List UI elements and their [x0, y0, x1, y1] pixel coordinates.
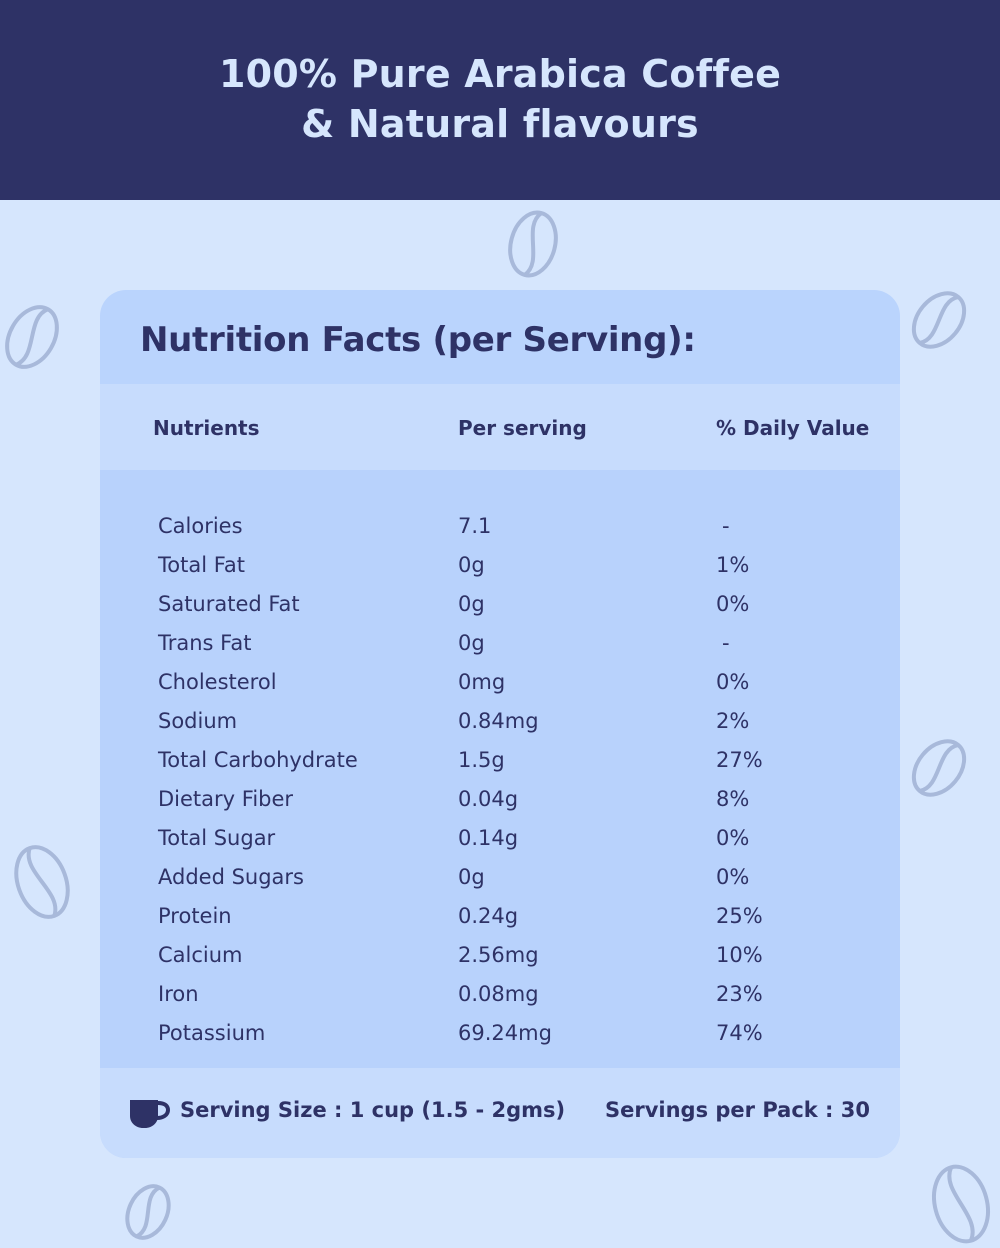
daily-value: 10%: [716, 943, 763, 967]
table-row: Calories 7.1 -: [100, 507, 900, 546]
coffee-cup-icon: [128, 1096, 171, 1134]
daily-value: 1%: [716, 553, 750, 577]
headline-line-2: & Natural flavours: [301, 102, 699, 146]
table-row: Potassium 69.24mg 74%: [100, 1014, 900, 1053]
per-serving-value: 1.5g: [458, 748, 505, 772]
coffee-bean-icon: [922, 1160, 1000, 1248]
nutrient-name: Sodium: [158, 709, 238, 733]
table-row: Sodium 0.84mg 2%: [100, 702, 900, 741]
per-serving-value: 0mg: [458, 670, 506, 694]
nutrient-name: Total Fat: [158, 553, 245, 577]
column-header-nutrients: Nutrients: [153, 416, 260, 440]
nutrient-name: Protein: [158, 904, 232, 928]
coffee-bean-icon: [118, 1182, 178, 1242]
nutrient-name: Total Sugar: [158, 826, 276, 850]
daily-value: -: [722, 631, 730, 655]
daily-value: 0%: [716, 670, 750, 694]
per-serving-value: 69.24mg: [458, 1021, 552, 1045]
column-header-row: Nutrients Per serving % Daily Value: [100, 384, 900, 470]
coffee-bean-icon: [904, 286, 974, 354]
daily-value: -: [722, 514, 730, 538]
table-row: Total Fat 0g 1%: [100, 546, 900, 585]
daily-value: 0%: [716, 865, 750, 889]
header-banner: 100% Pure Arabica Coffee & Natural flavo…: [0, 0, 1000, 200]
nutrition-card: Nutrition Facts (per Serving): Nutrients…: [100, 290, 900, 1158]
nutrient-name: Total Carbohydrate: [158, 748, 358, 772]
table-row: Total Sugar 0.14g 0%: [100, 819, 900, 858]
table-row: Cholesterol 0mg 0%: [100, 663, 900, 702]
nutrient-name: Calcium: [158, 943, 243, 967]
table-row: Total Carbohydrate 1.5g 27%: [100, 741, 900, 780]
coffee-bean-icon: [4, 840, 80, 924]
table-row: Calcium 2.56mg 10%: [100, 936, 900, 975]
nutrient-name: Iron: [158, 982, 199, 1006]
nutrient-name: Trans Fat: [158, 631, 252, 655]
per-serving-value: 7.1: [458, 514, 492, 538]
daily-value: 8%: [716, 787, 750, 811]
daily-value: 23%: [716, 982, 763, 1006]
daily-value: 2%: [716, 709, 750, 733]
per-serving-value: 0.04g: [458, 787, 519, 811]
per-serving-value: 0.14g: [458, 826, 519, 850]
table-row: Protein 0.24g 25%: [100, 897, 900, 936]
column-header-daily-value: % Daily Value: [716, 416, 870, 440]
per-serving-value: 0.84mg: [458, 709, 539, 733]
per-serving-value: 0g: [458, 865, 485, 889]
nutrient-name: Cholesterol: [158, 670, 277, 694]
per-serving-value: 2.56mg: [458, 943, 539, 967]
servings-per-pack-text: Servings per Pack : 30: [604, 1098, 870, 1122]
table-row: Iron 0.08mg 23%: [100, 975, 900, 1014]
coffee-bean-icon: [504, 208, 562, 280]
nutrient-name: Dietary Fiber: [158, 787, 294, 811]
daily-value: 74%: [716, 1021, 763, 1045]
table-row: Trans Fat 0g -: [100, 624, 900, 663]
nutrient-name: Calories: [158, 514, 243, 538]
table-row: Added Sugars 0g 0%: [100, 858, 900, 897]
per-serving-value: 0g: [458, 592, 485, 616]
per-serving-value: 0.24g: [458, 904, 519, 928]
table-row: Dietary Fiber 0.04g 8%: [100, 780, 900, 819]
nutrient-name: Added Sugars: [158, 865, 304, 889]
coffee-bean-icon: [904, 734, 974, 802]
nutrient-name: Potassium: [158, 1021, 266, 1045]
nutrient-name: Saturated Fat: [158, 592, 300, 616]
serving-footer: Serving Size : 1 cup (1.5 - 2gms) Servin…: [100, 1068, 900, 1158]
daily-value: 0%: [716, 592, 750, 616]
serving-size-text: Serving Size : 1 cup (1.5 - 2gms): [180, 1098, 566, 1122]
table-row: Saturated Fat 0g 0%: [100, 585, 900, 624]
coffee-bean-icon: [0, 300, 64, 374]
per-serving-value: 0g: [458, 631, 485, 655]
daily-value: 25%: [716, 904, 763, 928]
column-header-per-serving: Per serving: [458, 416, 587, 440]
headline-line-1: 100% Pure Arabica Coffee: [218, 52, 782, 96]
daily-value: 27%: [716, 748, 763, 772]
per-serving-value: 0.08mg: [458, 982, 539, 1006]
daily-value: 0%: [716, 826, 750, 850]
per-serving-value: 0g: [458, 553, 485, 577]
card-title: Nutrition Facts (per Serving):: [140, 320, 696, 360]
nutrient-table: Calories 7.1 - Total Fat 0g 1% Saturated…: [100, 470, 900, 1068]
